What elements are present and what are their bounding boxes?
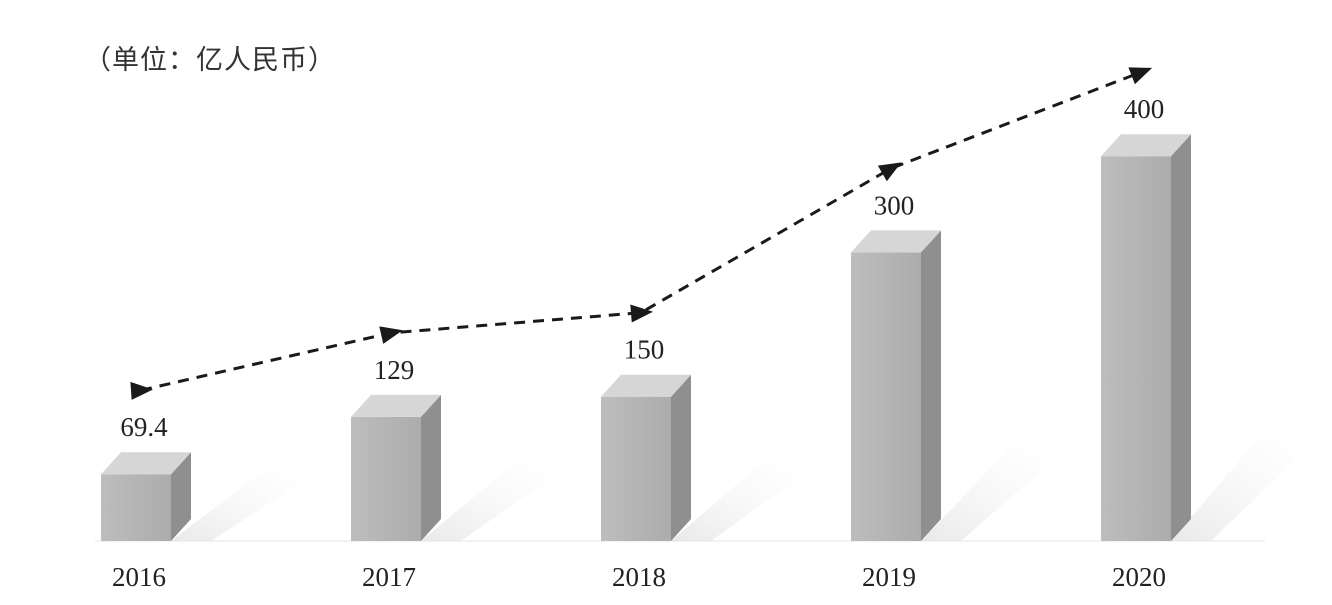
unit-label: （单位：亿人民币） bbox=[84, 45, 336, 76]
x-label-2020: 2020 bbox=[1112, 562, 1166, 592]
bar-front bbox=[851, 252, 921, 541]
value-label-2018: 150 bbox=[624, 335, 665, 365]
bar-front bbox=[351, 416, 421, 541]
bar-shadow-2017 bbox=[421, 456, 581, 541]
value-label-2016: 69.4 bbox=[120, 412, 168, 442]
bar-top bbox=[851, 230, 941, 253]
trend-arrow-2019 bbox=[877, 162, 902, 182]
value-label-2020: 400 bbox=[1124, 94, 1165, 124]
trend-arrow-2018 bbox=[630, 304, 653, 323]
x-label-2016: 2016 bbox=[112, 562, 166, 592]
bar-side bbox=[921, 230, 941, 541]
value-label-2019: 300 bbox=[874, 190, 915, 220]
bar-top bbox=[351, 394, 441, 417]
bar-top bbox=[101, 452, 191, 475]
value-label-2017: 129 bbox=[374, 355, 415, 385]
bar-2019 bbox=[851, 230, 941, 541]
bar-side bbox=[671, 374, 691, 541]
x-label-2017: 2017 bbox=[362, 562, 416, 592]
bar-shadow-2016 bbox=[171, 462, 331, 541]
trend-arrow-2020 bbox=[1128, 67, 1153, 85]
bar-2018 bbox=[601, 374, 691, 541]
x-label-2019: 2019 bbox=[862, 562, 916, 592]
trend-arrow-2017 bbox=[379, 326, 403, 344]
bar-2016 bbox=[101, 452, 191, 541]
bar-front bbox=[601, 396, 671, 541]
bar-shadow-2018 bbox=[671, 453, 831, 541]
bar-2020 bbox=[1101, 134, 1191, 541]
bar-side bbox=[1171, 134, 1191, 541]
bar-side bbox=[421, 394, 441, 541]
bar-top bbox=[601, 374, 691, 397]
bar-front bbox=[1101, 156, 1171, 541]
x-label-2018: 2018 bbox=[612, 562, 666, 592]
bar-top bbox=[1101, 134, 1191, 157]
bar-shadow-2019 bbox=[921, 436, 1081, 541]
bar-shadow-2020 bbox=[1171, 424, 1331, 541]
bar-front bbox=[101, 474, 171, 541]
trend-arrow-2016 bbox=[130, 381, 153, 400]
bar-2017 bbox=[351, 394, 441, 541]
bar-side bbox=[171, 452, 191, 541]
